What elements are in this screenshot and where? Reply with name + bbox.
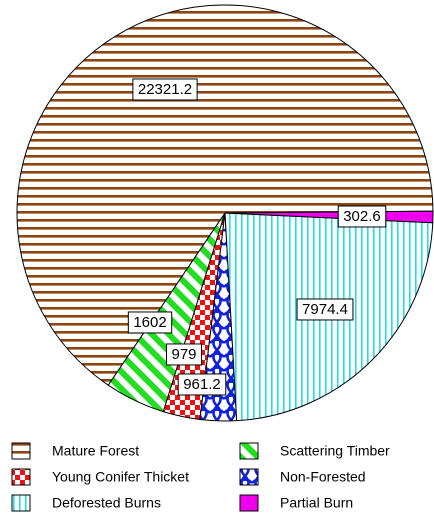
legend-label: Young Conifer Thicket [52, 469, 189, 485]
data-label: 22321.2 [138, 81, 192, 98]
data-label: 7974.4 [302, 301, 348, 318]
legend-label: Deforested Burns [52, 495, 161, 511]
data-label-box [165, 343, 203, 366]
legend-swatch [239, 442, 259, 460]
data-label: 979 [171, 346, 196, 363]
pie-slice [16, 4, 434, 386]
legend-label: Mature Forest [52, 443, 139, 459]
data-label-box [177, 373, 227, 396]
legend-swatch [239, 494, 259, 512]
legend-label: Non-Forested [280, 469, 366, 485]
data-label: 961.2 [183, 376, 221, 393]
data-label-box [132, 78, 198, 101]
data-label-box [296, 298, 354, 321]
legend-swatch [11, 494, 31, 512]
data-label: 302.6 [343, 208, 381, 225]
legend-label: Scattering Timber [280, 443, 390, 459]
data-label-box [127, 311, 173, 334]
legend-label: Partial Burn [280, 495, 353, 511]
data-label-box [337, 205, 387, 228]
legend-swatch [11, 468, 31, 486]
legend-swatch [239, 468, 259, 486]
data-label: 1602 [133, 314, 166, 331]
legend-swatch [11, 442, 31, 460]
